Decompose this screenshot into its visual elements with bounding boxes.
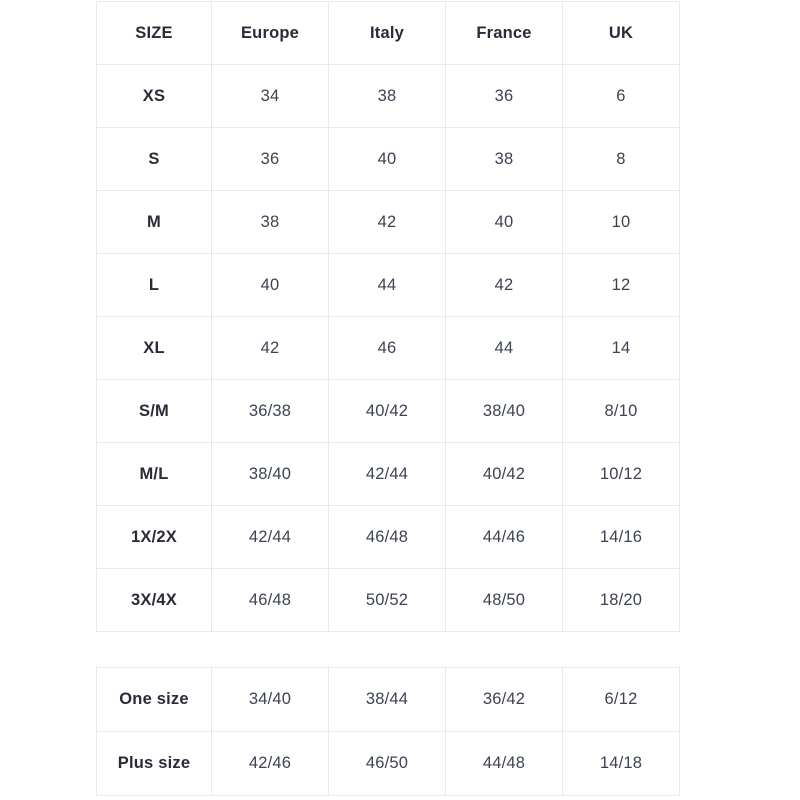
cell-france: 36 xyxy=(445,64,563,128)
cell-france: 38/40 xyxy=(445,379,563,443)
table-row: M 38 42 40 10 xyxy=(96,190,680,254)
cell-italy: 44 xyxy=(328,253,446,317)
table-row: Plus size 42/46 46/50 44/48 14/18 xyxy=(96,731,680,796)
cell-size: 3X/4X xyxy=(96,568,212,632)
cell-size: S/M xyxy=(96,379,212,443)
table-row: 3X/4X 46/48 50/52 48/50 18/20 xyxy=(96,568,680,632)
table-row: M/L 38/40 42/44 40/42 10/12 xyxy=(96,442,680,506)
cell-uk: 6/12 xyxy=(562,667,680,732)
cell-italy: 38 xyxy=(328,64,446,128)
cell-italy: 46/50 xyxy=(328,731,446,796)
cell-uk: 10 xyxy=(562,190,680,254)
cell-france: 44 xyxy=(445,316,563,380)
cell-france: 44/46 xyxy=(445,505,563,569)
cell-italy: 40/42 xyxy=(328,379,446,443)
cell-france: 36/42 xyxy=(445,667,563,732)
size-conversion-table: SIZE Europe Italy France UK XS 34 38 36 … xyxy=(96,1,680,632)
cell-europe: 38 xyxy=(211,190,329,254)
cell-size: M/L xyxy=(96,442,212,506)
table-header: SIZE Europe Italy France UK xyxy=(96,1,680,65)
cell-france: 44/48 xyxy=(445,731,563,796)
cell-size: XL xyxy=(96,316,212,380)
cell-france: 40/42 xyxy=(445,442,563,506)
column-header-italy: Italy xyxy=(328,1,446,65)
cell-uk: 12 xyxy=(562,253,680,317)
cell-europe: 42 xyxy=(211,316,329,380)
column-header-uk: UK xyxy=(562,1,680,65)
table-row: 1X/2X 42/44 46/48 44/46 14/16 xyxy=(96,505,680,569)
cell-size: S xyxy=(96,127,212,191)
table-row: XS 34 38 36 6 xyxy=(96,64,680,128)
cell-europe: 42/44 xyxy=(211,505,329,569)
table-body: One size 34/40 38/44 36/42 6/12 Plus siz… xyxy=(96,667,680,796)
cell-europe: 36 xyxy=(211,127,329,191)
cell-uk: 6 xyxy=(562,64,680,128)
cell-italy: 46 xyxy=(328,316,446,380)
table-row: XL 42 46 44 14 xyxy=(96,316,680,380)
cell-europe: 34/40 xyxy=(211,667,329,732)
cell-italy: 50/52 xyxy=(328,568,446,632)
cell-uk: 14 xyxy=(562,316,680,380)
cell-italy: 38/44 xyxy=(328,667,446,732)
one-size-conversion-table: One size 34/40 38/44 36/42 6/12 Plus siz… xyxy=(96,667,680,796)
cell-uk: 14/18 xyxy=(562,731,680,796)
cell-europe: 40 xyxy=(211,253,329,317)
cell-italy: 46/48 xyxy=(328,505,446,569)
cell-europe: 46/48 xyxy=(211,568,329,632)
cell-uk: 8 xyxy=(562,127,680,191)
cell-italy: 42/44 xyxy=(328,442,446,506)
cell-size: L xyxy=(96,253,212,317)
column-header-france: France xyxy=(445,1,563,65)
cell-europe: 34 xyxy=(211,64,329,128)
column-header-size: SIZE xyxy=(96,1,212,65)
cell-italy: 40 xyxy=(328,127,446,191)
cell-size: 1X/2X xyxy=(96,505,212,569)
table-row: S/M 36/38 40/42 38/40 8/10 xyxy=(96,379,680,443)
table-header-row: SIZE Europe Italy France UK xyxy=(96,1,680,65)
cell-france: 42 xyxy=(445,253,563,317)
table-row: S 36 40 38 8 xyxy=(96,127,680,191)
table-row: One size 34/40 38/44 36/42 6/12 xyxy=(96,667,680,732)
cell-uk: 18/20 xyxy=(562,568,680,632)
cell-size: M xyxy=(96,190,212,254)
cell-france: 38 xyxy=(445,127,563,191)
cell-uk: 10/12 xyxy=(562,442,680,506)
cell-italy: 42 xyxy=(328,190,446,254)
cell-france: 48/50 xyxy=(445,568,563,632)
cell-europe: 38/40 xyxy=(211,442,329,506)
table-row: L 40 44 42 12 xyxy=(96,253,680,317)
table-body: XS 34 38 36 6 S 36 40 38 8 M 38 42 40 10 xyxy=(96,64,680,632)
cell-uk: 8/10 xyxy=(562,379,680,443)
cell-size: XS xyxy=(96,64,212,128)
cell-europe: 36/38 xyxy=(211,379,329,443)
cell-uk: 14/16 xyxy=(562,505,680,569)
cell-size: Plus size xyxy=(96,731,212,796)
cell-europe: 42/46 xyxy=(211,731,329,796)
column-header-europe: Europe xyxy=(211,1,329,65)
cell-france: 40 xyxy=(445,190,563,254)
cell-size: One size xyxy=(96,667,212,732)
